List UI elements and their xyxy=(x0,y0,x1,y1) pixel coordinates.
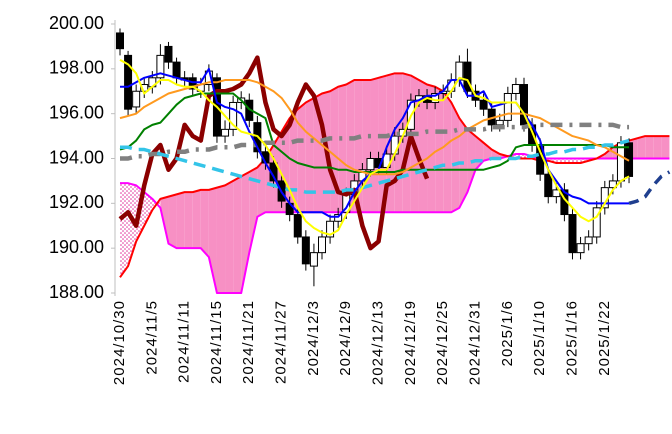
x-tick-label: 2024/12/31 xyxy=(466,300,483,385)
x-tick-label: 2024/12/13 xyxy=(370,300,387,385)
cloud-fill xyxy=(305,97,314,213)
indicator-line xyxy=(119,79,630,176)
indicator-line xyxy=(119,58,630,236)
cloud-fill xyxy=(556,158,565,163)
cloud-fill xyxy=(637,136,646,159)
candle-body xyxy=(318,236,326,254)
candle-body xyxy=(511,84,520,94)
candle-body xyxy=(366,158,375,171)
cloud-fill xyxy=(645,136,654,159)
cloud-fill xyxy=(443,91,452,213)
cloud-fill xyxy=(346,80,355,213)
cloud-fill xyxy=(120,183,129,278)
candle-body xyxy=(584,236,593,245)
cloud-fill xyxy=(225,180,234,293)
cloud-fill xyxy=(200,189,209,258)
indicator-line xyxy=(628,170,671,206)
candle-body xyxy=(309,252,318,267)
candle-body xyxy=(544,173,553,198)
candle-body xyxy=(334,214,343,222)
cloud-fill xyxy=(378,75,387,213)
candle-body xyxy=(293,214,302,238)
candles xyxy=(116,28,634,287)
lines xyxy=(118,55,671,251)
x-tick-label: 2024/11/11 xyxy=(176,300,193,383)
cloud xyxy=(119,72,670,294)
candle-body xyxy=(221,128,230,137)
x-tick-label: 2024/11/21 xyxy=(240,300,257,384)
candle-body xyxy=(479,99,488,110)
cloud-fill xyxy=(386,73,395,213)
candle-body xyxy=(188,77,197,90)
candle-body xyxy=(390,135,399,155)
candle-body xyxy=(503,92,512,121)
candle-body xyxy=(431,92,440,103)
cloud-fill xyxy=(168,194,177,249)
x-tick-label: 2024/12/25 xyxy=(434,300,451,385)
cloud-fill xyxy=(572,158,581,163)
x-tick-label: 2024/12/9 xyxy=(337,300,354,376)
x-tick-label: 2025/1/10 xyxy=(531,300,548,376)
span-b-line xyxy=(120,153,670,294)
y-tick-label: 194.00 xyxy=(49,147,104,167)
candle-body xyxy=(164,45,173,63)
cloud-fill xyxy=(661,136,670,159)
cloud-fill xyxy=(192,189,201,249)
cloud-fill xyxy=(257,158,266,217)
y-tick-label: 198.00 xyxy=(49,58,104,78)
y-tick-label: 196.00 xyxy=(49,102,104,122)
candle-body xyxy=(592,207,601,238)
candle-body xyxy=(132,90,141,108)
x-tick-label: 2024/11/5 xyxy=(143,300,160,375)
cloud-fill xyxy=(338,84,347,213)
candle-body xyxy=(124,54,133,110)
cloud-fill xyxy=(176,192,185,249)
candle-body xyxy=(172,61,181,79)
cloud-fill xyxy=(233,176,242,293)
indicator-line xyxy=(118,55,430,251)
candle-body xyxy=(616,142,625,182)
cloud-fill xyxy=(362,80,371,213)
cloud-fill xyxy=(451,102,460,213)
cloud-fill xyxy=(427,84,436,213)
x-tick-label: 2025/1/22 xyxy=(596,300,613,376)
y-tick-label: 188.00 xyxy=(49,282,104,302)
x-tick-label: 2024/11/15 xyxy=(208,300,225,384)
candle-body xyxy=(495,119,504,126)
cloud-fill xyxy=(483,142,492,161)
candle-body xyxy=(608,180,617,189)
candle-body xyxy=(301,236,310,265)
span-a-line xyxy=(119,72,670,278)
x-tick-label: 2024/10/30 xyxy=(111,300,128,385)
candle-body xyxy=(156,54,165,79)
candle-body xyxy=(576,243,585,254)
cloud-fill xyxy=(370,77,379,213)
cloud-fill xyxy=(208,187,217,293)
candle-body xyxy=(116,32,124,50)
cloud-fill xyxy=(184,192,193,249)
candle-body xyxy=(568,214,577,254)
candle-body xyxy=(326,220,335,238)
y-tick-label: 192.00 xyxy=(49,192,104,212)
candle-body xyxy=(552,189,561,198)
cloud-fill xyxy=(297,102,306,213)
cloud-fill xyxy=(144,192,153,226)
axes: 188.00 190.00 192.00 194.00 196.00 198.00 200.… xyxy=(49,13,613,385)
x-tick-label: 2024/11/27 xyxy=(273,300,290,384)
x-tick-label: 2024/12/3 xyxy=(305,300,322,376)
indicator-line xyxy=(120,138,630,194)
cloud-fill xyxy=(653,136,662,159)
candle-body xyxy=(463,61,472,92)
candle-body xyxy=(229,101,238,130)
y-tick-label: 190.00 xyxy=(49,237,104,257)
cloud-fill xyxy=(216,185,226,293)
x-tick-label: 2025/1/6 xyxy=(499,300,516,366)
cloud-fill xyxy=(564,158,573,163)
x-tick-label: 2024/12/19 xyxy=(402,300,419,385)
y-tick-label: 200.00 xyxy=(49,13,104,33)
cloud-fill xyxy=(249,167,258,253)
x-tick-label: 2025/1/16 xyxy=(563,300,580,376)
